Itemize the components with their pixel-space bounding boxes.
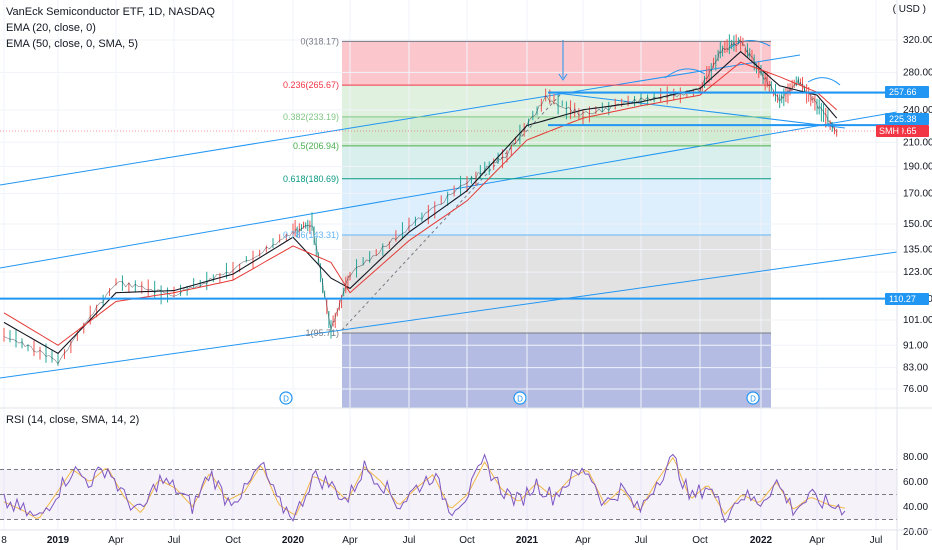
y-tick-170: 170.00 [903, 189, 932, 200]
fib-label-0.5: 0.5(206.94) [293, 141, 339, 151]
y-tick-83: 83.00 [903, 363, 928, 374]
x-tick-4: Oct [225, 535, 241, 546]
legend-title: VanEck Semiconductor ETF, 1D, NASDAQ [6, 6, 215, 18]
rsi-legend: RSI (14, close, SMA, 14, 2) [6, 414, 140, 426]
fib-label-0.382: 0.382(233.19) [283, 112, 339, 122]
fib-zone-0.618 [342, 178, 771, 236]
series-ema-20 [3, 50, 838, 355]
y-tick-210: 210.00 [903, 137, 932, 148]
x-tick-12: Oct [692, 535, 708, 546]
y-tick-320: 320.00 [903, 35, 932, 46]
rsi-tick-80: 80.00 [903, 452, 928, 463]
y-tick-190: 190.00 [903, 162, 932, 173]
dividend-circle-1 [513, 391, 527, 405]
dividend-marker-0: D [279, 391, 293, 405]
dividend-circle-2 [746, 391, 760, 405]
x-tick-7: Jul [403, 535, 416, 546]
fib-zone-0.5 [342, 145, 771, 179]
rsi-tick-40: 40.00 [903, 502, 928, 513]
fib-label-0.786: 0.786(143.31) [283, 230, 339, 240]
y-tick-76: 76.00 [903, 384, 928, 395]
dividend-marker-2: D [746, 391, 760, 405]
fib-label-0.236: 0.236(265.67) [283, 80, 339, 90]
price-tag-110: 110.27 [885, 293, 929, 305]
legend-ema50: EMA (50, close, 0, SMA, 5) [6, 38, 139, 50]
top-arc-3 [807, 77, 841, 86]
x-tick-8: Oct [459, 535, 475, 546]
price-tag-225: 225.38 [885, 113, 929, 125]
x-tick-3: Jul [168, 535, 181, 546]
trend-lines [0, 40, 898, 379]
fib-zone-extension [342, 333, 771, 408]
series-ema-50 [3, 61, 838, 346]
y-tick-135: 135.00 [903, 245, 932, 256]
rsi-tick-60: 60.00 [903, 477, 928, 488]
x-tick-1: 2019 [47, 535, 70, 546]
y-tick-240: 240.00 [903, 105, 932, 116]
x-tick-13: 2022 [750, 535, 773, 546]
y-tick-91: 91.00 [903, 340, 928, 351]
x-tick-11: Jul [635, 535, 648, 546]
x-tick-0: 8 [1, 535, 7, 546]
x-tick-2: Apr [108, 535, 124, 546]
trend-line-4 [547, 91, 846, 129]
fib-label-0.618: 0.618(180.69) [283, 174, 339, 184]
y-tick-150: 150.00 [903, 219, 932, 230]
dividend-icon-0: D [283, 395, 289, 404]
top-arc-2 [664, 68, 706, 79]
rsi-pane: 20.00 40.00 60.00 80.00 [0, 452, 928, 538]
fib-zones [342, 41, 771, 408]
y-tick-123: 123.00 [903, 267, 932, 278]
dividend-marker-1: D [513, 391, 527, 405]
x-tick-14: Apr [809, 535, 825, 546]
horizontal-levels [0, 91, 897, 300]
y-tick-280: 280.00 [903, 67, 932, 78]
x-tick-9: 2021 [516, 535, 539, 546]
y-tick-101: 101.00 [903, 315, 932, 326]
x-tick-5: 2020 [282, 535, 305, 546]
price-tag-257: 257.66 [885, 86, 929, 98]
top-arc-1 [729, 40, 771, 49]
x-tick-6: Apr [342, 535, 358, 546]
currency-label[interactable]: ( USD ) [892, 4, 926, 15]
fib-zone-0.382 [342, 116, 771, 146]
price-series [3, 39, 838, 365]
rsi-tick-20: 20.00 [903, 527, 928, 538]
chart-legend: VanEck Semiconductor ETF, 1D, NASDAQ EMA… [6, 4, 215, 52]
x-tick-10: Apr [575, 535, 591, 546]
trend-line-2 [0, 251, 898, 379]
dividend-icon-2: D [750, 395, 756, 404]
fib-lines [342, 40, 771, 334]
arrow-head [558, 73, 568, 81]
dividend-circle-0 [279, 391, 293, 405]
symbol-tag: SMH [876, 125, 902, 137]
fib-label-1: 1(95.71) [305, 328, 339, 338]
rsi-line [3, 453, 846, 524]
fib-label-0: 0(318.17) [300, 36, 339, 46]
fib-labels: 0(318.17) 0.236(265.67) 0.382(233.19) 0.5(2… [283, 36, 339, 338]
dividend-icon-1: D [517, 395, 523, 404]
trend-line-1 [0, 111, 898, 269]
x-tick-15: Jul [870, 535, 883, 546]
legend-ema20: EMA (20, close, 0) [6, 22, 96, 34]
